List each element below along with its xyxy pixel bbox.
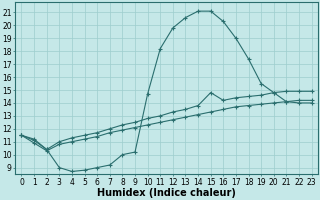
X-axis label: Humidex (Indice chaleur): Humidex (Indice chaleur)	[97, 188, 236, 198]
